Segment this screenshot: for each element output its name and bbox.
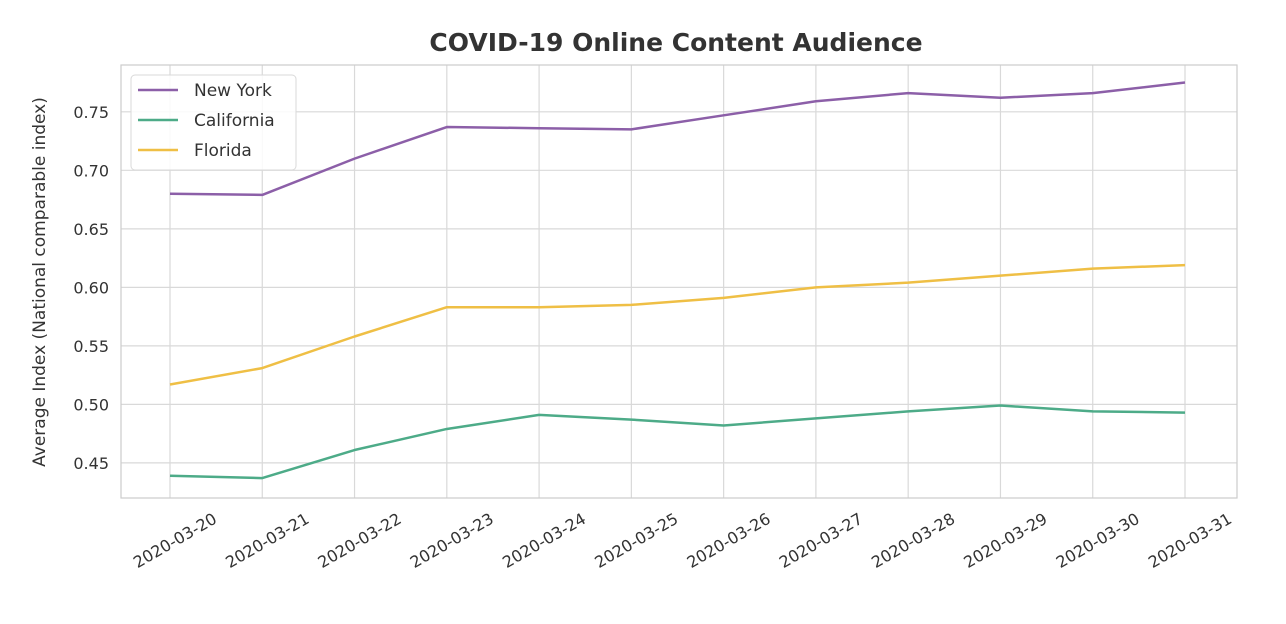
x-tick-label: 2020-03-28 [868,509,958,572]
x-tick-label: 2020-03-26 [684,509,774,572]
x-tick-label: 2020-03-31 [1145,509,1235,572]
x-tick-label: 2020-03-30 [1053,509,1143,572]
series-line-florida [169,263,1186,386]
series-line-california [169,404,1186,480]
y-axis-label: Average Index (National comparable index… [30,97,50,467]
y-tick-label: 0.65 [73,220,109,239]
x-tick-label: 2020-03-27 [776,509,866,572]
y-tick-label: 0.55 [73,337,109,356]
legend: New York California Florida [130,74,297,171]
x-tick-label: 2020-03-29 [960,509,1050,572]
chart-title: COVID-19 Online Content Audience [429,28,922,57]
x-tick-label: 2020-03-24 [499,509,589,572]
plot-frame [120,64,1238,499]
x-tick-label: 2020-03-25 [591,509,681,572]
x-tick-label: 2020-03-20 [130,509,220,572]
y-tick-label: 0.75 [73,103,109,122]
series-line-new-york [169,81,1186,197]
x-tick-label: 2020-03-22 [315,509,405,572]
legend-label: New York [194,81,272,101]
y-tick-label: 0.45 [73,454,109,473]
legend-box [130,74,297,171]
x-tick-label: 2020-03-23 [407,509,497,572]
legend-label: California [194,111,275,131]
legend-label: Florida [194,141,252,161]
y-tick-label: 0.60 [73,278,109,297]
x-tick-label: 2020-03-21 [222,509,312,572]
y-tick-label: 0.70 [73,161,109,180]
y-tick-label: 0.50 [73,395,109,414]
